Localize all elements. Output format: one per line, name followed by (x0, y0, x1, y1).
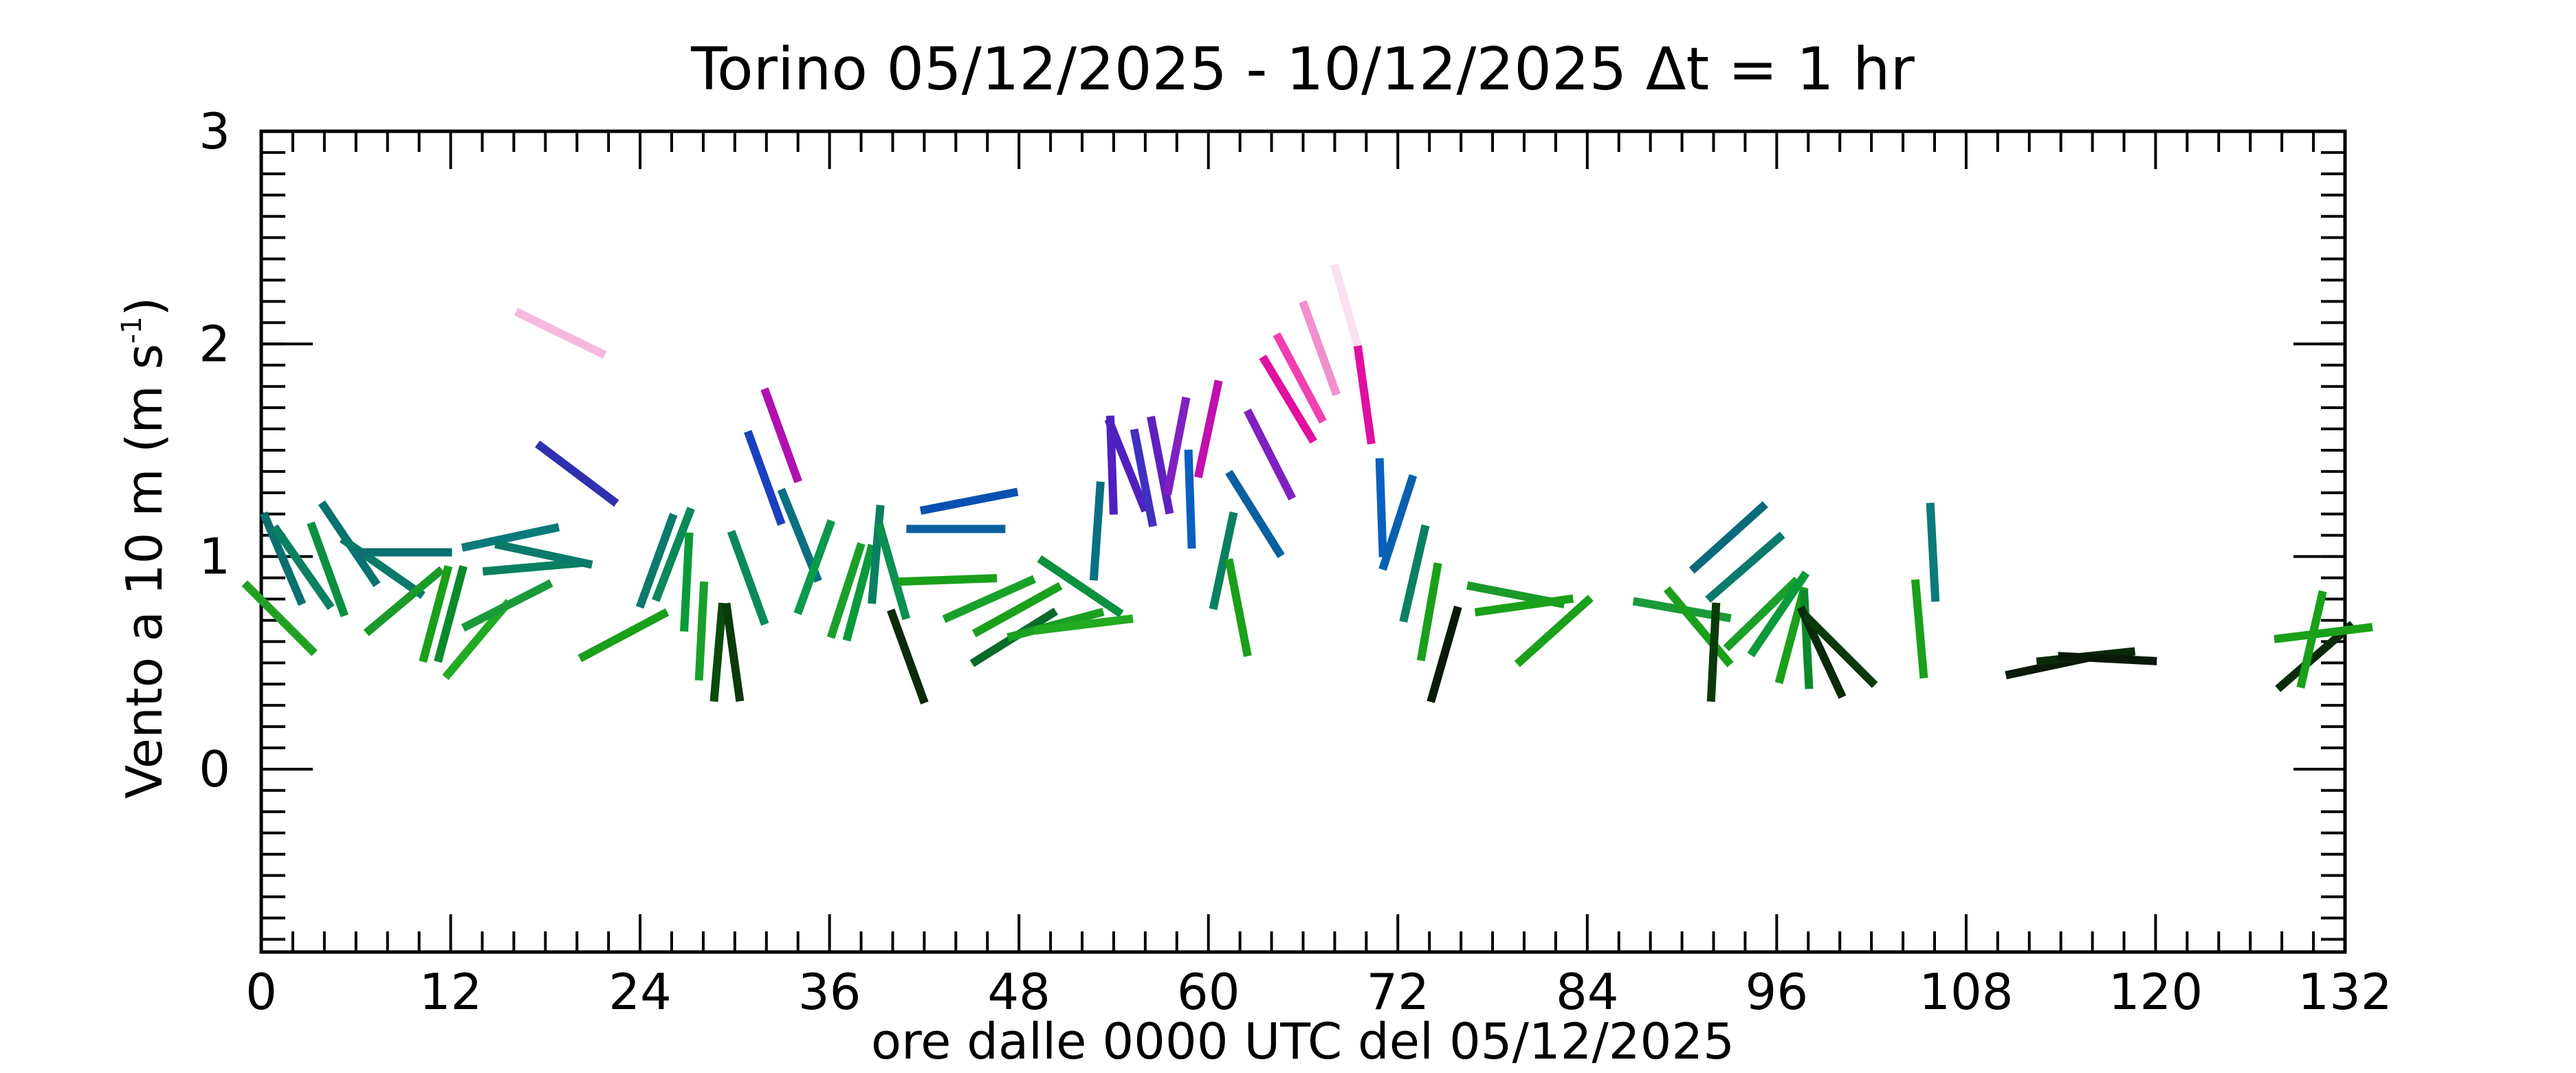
wind-stick (709, 602, 727, 703)
wind-stick (494, 540, 593, 569)
wind-stick (874, 522, 911, 621)
wind-stick (1399, 524, 1430, 623)
wind-stick (535, 440, 619, 507)
y-axis-label-main: Vento a 10 m (m s (115, 344, 173, 799)
wind-stick (868, 505, 885, 604)
wind-stick (1706, 602, 1721, 703)
y-tick-label: 2 (199, 315, 230, 373)
wind-stick (1705, 531, 1785, 603)
wind-stick (1034, 614, 1134, 635)
wind-stick (2274, 623, 2373, 643)
x-tick-label: 108 (1919, 963, 2013, 1021)
wind-stick (942, 575, 1036, 623)
wind-stick (680, 532, 694, 632)
wind-stick (1163, 396, 1191, 496)
wind-stick (919, 487, 1019, 515)
wind-stick (727, 529, 769, 626)
wind-stick (793, 519, 836, 615)
wind-stick (760, 387, 802, 484)
y-axis-label: Vento a 10 m (m s-1) (115, 297, 173, 799)
wind-stick (1688, 501, 1768, 574)
wind-stick (363, 566, 445, 637)
wind-stick (1747, 571, 1810, 658)
wind-stick (577, 608, 670, 663)
x-tick-label: 48 (987, 963, 1050, 1021)
wind-stick (694, 581, 709, 681)
wind-stick (1353, 345, 1376, 445)
wind-stick (1926, 502, 1940, 602)
wind-stick (1273, 332, 1327, 424)
x-tick-label: 132 (2298, 963, 2392, 1021)
wind-stick (887, 608, 929, 705)
wind-stick (1663, 586, 1734, 667)
wind-stick (722, 602, 745, 702)
wind-stick (1224, 558, 1252, 657)
wind-stick (1147, 415, 1174, 515)
wind-stick (1244, 408, 1297, 501)
wind-stick (826, 542, 866, 639)
chart-title: Torino 05/12/2025 - 10/12/2025 Δt = 1 hr (690, 35, 1915, 104)
x-tick-label: 36 (798, 963, 861, 1021)
wind-stick (1723, 576, 1801, 652)
wind-stick (1802, 612, 1878, 688)
y-tick-label: 3 (199, 102, 230, 160)
wind-stick (2058, 652, 2157, 665)
wind-stick (461, 522, 560, 552)
wind-stick (1375, 458, 1387, 557)
wind-stick (743, 430, 786, 526)
wind-stick (1104, 417, 1149, 513)
y-axis-label-end: ) (115, 297, 173, 316)
wind-stick (1800, 590, 1814, 689)
wind-stick (1911, 579, 1928, 679)
wind-stick (307, 521, 349, 617)
wind-stick (1259, 354, 1317, 444)
wind-stick (1474, 594, 1574, 617)
y-tick-label: 1 (199, 528, 230, 586)
wind-stick (1514, 595, 1594, 667)
x-axis-label: ore dalle 0000 UTC del 05/12/2025 (871, 1013, 1735, 1070)
x-tick-label: 84 (1556, 963, 1619, 1021)
wind-stick (1130, 428, 1157, 528)
wind-stick (461, 579, 553, 632)
wind-stick (1427, 606, 1462, 703)
wind-stick (1378, 474, 1418, 571)
wind-stick (897, 574, 998, 586)
wind-stick (1774, 586, 1809, 685)
wind-stick (652, 507, 695, 602)
wind-stick (271, 524, 335, 610)
wind-stick (1330, 263, 1366, 361)
wind-stick (1299, 300, 1341, 397)
wind-stick (842, 544, 877, 642)
wind-stick (1225, 469, 1285, 559)
y-axis-label-sup: -1 (116, 316, 148, 344)
wind-stick (1089, 481, 1105, 581)
x-tick-label: 0 (245, 963, 277, 1021)
wind-stick (1193, 379, 1223, 478)
wind-stick (259, 511, 307, 606)
wind-stick (1184, 449, 1196, 549)
wind-stick (434, 565, 467, 663)
wind-stick (2296, 590, 2327, 689)
x-tick-label: 12 (419, 963, 483, 1021)
x-tick-label: 24 (608, 963, 672, 1021)
wind-stick (419, 565, 453, 663)
wind-stick (1209, 511, 1238, 610)
wind-stick (241, 580, 318, 656)
wind-stick (635, 513, 678, 609)
x-tick-label: 96 (1746, 963, 1809, 1021)
y-tick-label: 0 (199, 740, 230, 798)
wind-stick (514, 307, 607, 359)
x-tick-label: 120 (2109, 963, 2203, 1021)
wind-stick (971, 582, 1063, 638)
wind-stick (1416, 562, 1442, 662)
wind-stick (482, 558, 582, 576)
x-tick-label: 60 (1177, 963, 1240, 1021)
x-tick-label: 72 (1366, 963, 1429, 1021)
wind-stick (1037, 555, 1124, 618)
